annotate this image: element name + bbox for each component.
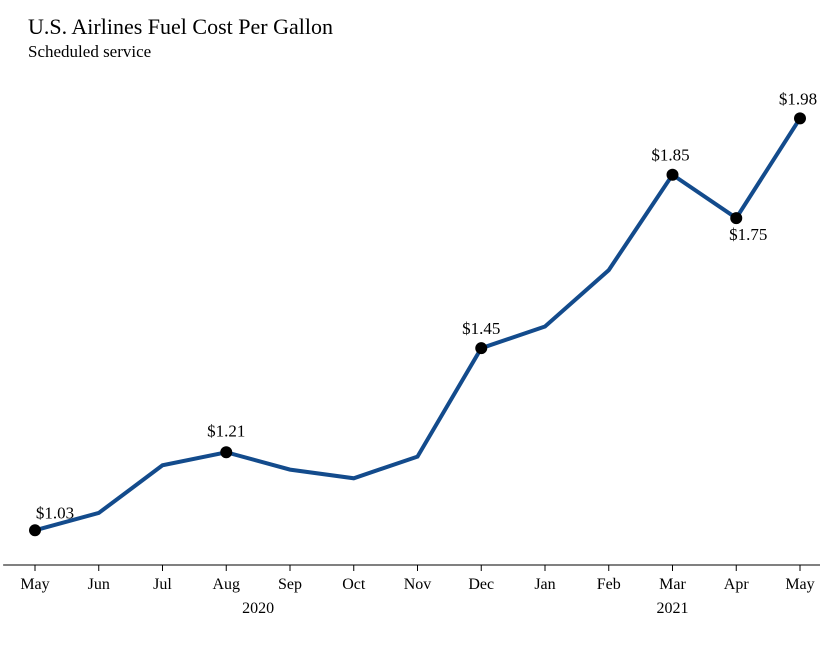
data-point-marker xyxy=(30,525,41,536)
x-tick-label: Jun xyxy=(88,576,110,593)
chart-container: U.S. Airlines Fuel Cost Per Gallon Sched… xyxy=(0,0,820,654)
x-tick-label: Sep xyxy=(278,576,302,593)
x-tick-label: May xyxy=(785,576,814,593)
x-tick-label: Oct xyxy=(342,576,366,593)
data-point-label: $1.45 xyxy=(462,319,500,338)
x-tick-label: Jul xyxy=(153,576,172,593)
data-point-label: $1.03 xyxy=(36,503,74,522)
x-tick-label: Feb xyxy=(597,576,621,593)
x-tick-label: Aug xyxy=(212,576,240,593)
data-point-label: $1.21 xyxy=(207,421,245,440)
data-point-label: $1.75 xyxy=(729,225,767,244)
year-label: 2021 xyxy=(657,600,689,617)
x-tick-label: Apr xyxy=(724,576,750,593)
x-tick-label: Jan xyxy=(534,576,555,593)
x-tick-label: Nov xyxy=(404,576,432,593)
data-point-marker xyxy=(221,447,232,458)
series-line xyxy=(35,118,800,530)
x-tick-label: May xyxy=(20,576,49,593)
chart-svg: May Jun Jul Aug Sep Oct Nov Dec Jan Feb Mar Apr May 2… xyxy=(0,0,820,654)
data-point-marker xyxy=(476,343,487,354)
data-point-label: $1.98 xyxy=(779,89,817,108)
data-point-marker xyxy=(667,169,678,180)
data-point-marker xyxy=(795,113,806,124)
year-label: 2020 xyxy=(242,600,274,617)
data-point-marker xyxy=(731,213,742,224)
data-point-label: $1.85 xyxy=(651,146,689,165)
x-tick-label: Dec xyxy=(468,576,494,593)
x-tick-label: Mar xyxy=(659,576,686,593)
